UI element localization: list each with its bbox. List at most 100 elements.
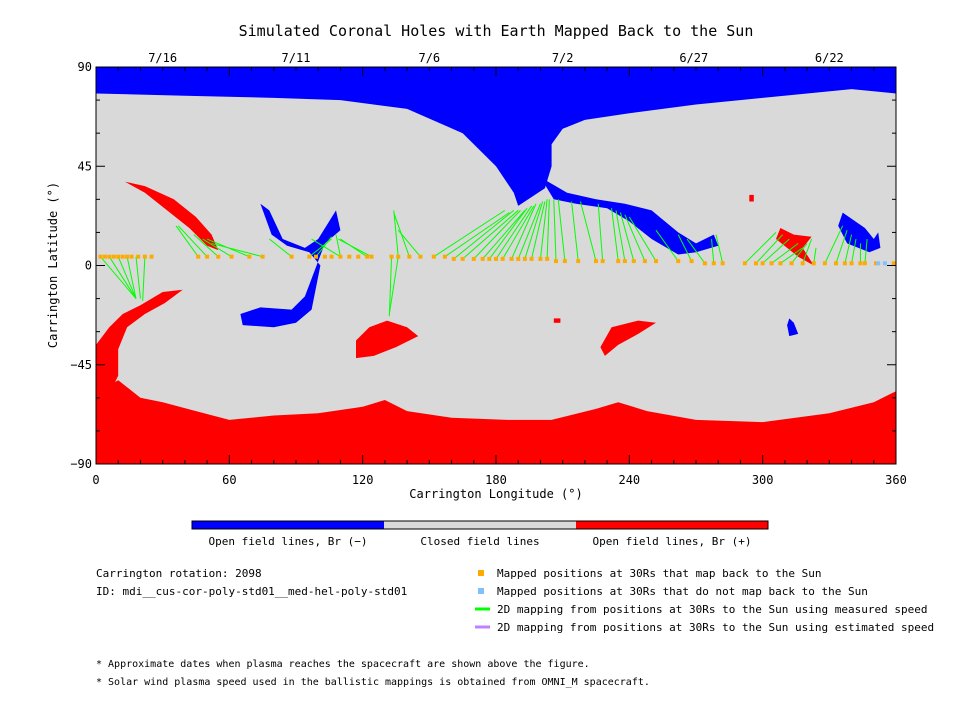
field-regions (96, 67, 896, 464)
mapped-point-4 (116, 254, 121, 259)
mapping-line-50 (677, 234, 693, 262)
mapping-line-55 (755, 234, 784, 264)
mapped-point-19 (314, 254, 318, 259)
mapped-point-48 (576, 259, 581, 264)
mapping-line-56 (762, 238, 790, 264)
mapped-point-0 (98, 254, 103, 259)
mapping-line-44 (611, 208, 619, 262)
region-7 (124, 181, 219, 251)
mapped-point-10 (149, 254, 154, 259)
mapped-point-67 (800, 261, 805, 266)
mapped-point-26 (369, 254, 374, 259)
mapping-line-12 (269, 238, 292, 258)
legend-swatch-1 (478, 588, 484, 594)
legend-swatch-0 (478, 570, 484, 576)
colorbar-frame (191, 520, 769, 530)
legend-label-2: 2D mapping from positions at 30Rs to the… (497, 603, 927, 616)
mapped-point-76 (891, 261, 896, 266)
mapped-point-27 (389, 254, 394, 259)
mapping-line-38 (546, 199, 550, 259)
x-tick-label-360: 360 (885, 473, 907, 487)
mapped-point-25 (365, 254, 370, 259)
mapped-point-5 (120, 254, 125, 259)
region-4 (787, 318, 799, 337)
mapped-point-7 (129, 254, 134, 259)
mapping-line-51 (686, 238, 706, 264)
mapped-point-59 (711, 261, 716, 266)
mapping-line-37 (539, 199, 548, 259)
region-6 (96, 289, 183, 403)
mapped-point-56 (676, 259, 681, 264)
mapping-line-8 (193, 234, 219, 258)
mapping-line-23 (397, 229, 421, 257)
mapping-line-42 (579, 201, 597, 262)
mapping-line-41 (571, 201, 579, 262)
mapped-point-1 (102, 254, 107, 259)
top-date-labels: 7/16 7/11 7/6 7/2 6/27 6/22 (148, 51, 844, 65)
mapped-point-20 (322, 254, 327, 259)
mapping-line-6 (175, 225, 199, 257)
colorbar-segment-0 (192, 521, 384, 529)
mapped-point-74 (862, 261, 867, 266)
mapped-point-49 (594, 259, 598, 264)
mapped-point-38 (494, 256, 498, 261)
mapping-line-28 (473, 210, 521, 260)
x-tick-label-180: 180 (485, 473, 507, 487)
legend: Mapped positions at 30Rs that map back t… (475, 567, 934, 634)
mapping-line-21 (393, 210, 399, 257)
mapping-line-53 (715, 234, 724, 264)
mapping-line-25 (444, 212, 510, 258)
mapped-point-70 (834, 261, 838, 266)
mapped-point-24 (356, 254, 361, 259)
mapping-line-54 (744, 232, 777, 264)
mapped-point-41 (516, 256, 521, 261)
mapping-line-32 (502, 205, 535, 260)
mapped-point-43 (529, 256, 534, 261)
mapping-line-33 (511, 203, 537, 260)
mapping-line-2 (117, 256, 137, 299)
mapped-point-23 (347, 254, 352, 259)
legend-label-1: Mapped positions at 30Rs that do not map… (497, 585, 868, 598)
region-9 (600, 320, 656, 356)
mapping-line-63 (835, 230, 848, 264)
mapped-point-36 (480, 256, 485, 261)
colorbar-segment-1 (384, 521, 576, 529)
y-tick-label-90: 90 (78, 60, 92, 74)
mapped-point-66 (789, 261, 794, 266)
mapped-point-40 (509, 256, 514, 261)
mapping-line-59 (791, 243, 808, 264)
mapped-point-39 (500, 256, 505, 261)
mapping-line-40 (557, 199, 566, 262)
mapped-point-18 (307, 254, 312, 259)
colorbar-label-1: Closed field lines (420, 535, 539, 548)
mapping-line-52 (711, 238, 715, 264)
region-1 (540, 177, 719, 255)
mapped-point-29 (407, 254, 412, 259)
mapping-line-61 (813, 247, 817, 264)
footnote-dates: * Approximate dates when plasma reaches … (96, 659, 590, 670)
legend-label-0: Mapped positions at 30Rs that map back t… (497, 567, 822, 580)
mapped-point-22 (338, 254, 343, 259)
mapped-point-51 (616, 259, 621, 264)
region-10 (776, 228, 814, 266)
plot-area (95, 66, 897, 465)
mapping-line-7 (177, 225, 208, 258)
mapped-point-6 (125, 254, 130, 259)
mapping-line-4 (135, 256, 141, 299)
chart-title: Simulated Coronal Holes with Earth Mappe… (239, 22, 754, 40)
x-tick-label-240: 240 (618, 473, 640, 487)
mapped-point-2 (107, 254, 112, 259)
mapping-line-35 (524, 201, 544, 260)
mapped-point-37 (487, 256, 492, 261)
region-12 (553, 318, 561, 323)
mapping-line-1 (108, 256, 137, 299)
colorbar-label-0: Open field lines, Br (−) (209, 535, 368, 548)
mapping-line-9 (202, 238, 232, 258)
mapped-point-47 (562, 259, 567, 264)
y-tick-labels: 90 45 0 −45 −90 (70, 60, 92, 471)
mapped-point-68 (811, 261, 816, 266)
mapped-point-50 (600, 259, 605, 264)
mapped-point-28 (396, 254, 401, 259)
mapping-line-16 (311, 238, 341, 258)
